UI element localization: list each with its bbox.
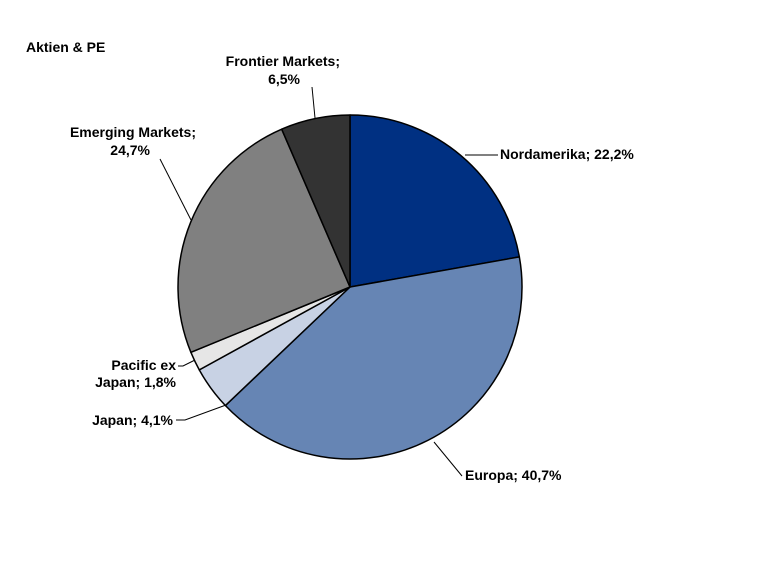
slice-label: Frontier Markets; bbox=[226, 53, 340, 69]
slice-label: Emerging Markets; bbox=[70, 124, 196, 140]
leader-line bbox=[433, 441, 463, 477]
slice-label: Europa; 40,7% bbox=[465, 467, 562, 483]
slice-label: Nordamerika; 22,2% bbox=[500, 146, 634, 162]
leader-line bbox=[159, 158, 192, 221]
pie-slice bbox=[349, 114, 521, 288]
leader-lines bbox=[159, 86, 498, 477]
pie-slice bbox=[177, 128, 351, 354]
slice-label: Japan; 4,1% bbox=[92, 412, 173, 428]
chart-title: Aktien & PE bbox=[26, 39, 105, 55]
leader-line bbox=[311, 86, 316, 119]
pie-slice bbox=[280, 114, 351, 288]
slice-label: Pacific ex bbox=[111, 357, 176, 373]
leader-line bbox=[178, 359, 196, 367]
slice-labels: Nordamerika; 22,2% Europa; 40,7% Japan; 4,… bbox=[70, 53, 634, 483]
pie-slice bbox=[224, 256, 523, 460]
leader-line bbox=[176, 404, 227, 421]
pie-slices bbox=[177, 114, 523, 460]
slice-label: 24,7% bbox=[110, 142, 150, 158]
slice-label: 6,5% bbox=[268, 71, 300, 87]
slice-label: Japan; 1,8% bbox=[95, 374, 176, 390]
